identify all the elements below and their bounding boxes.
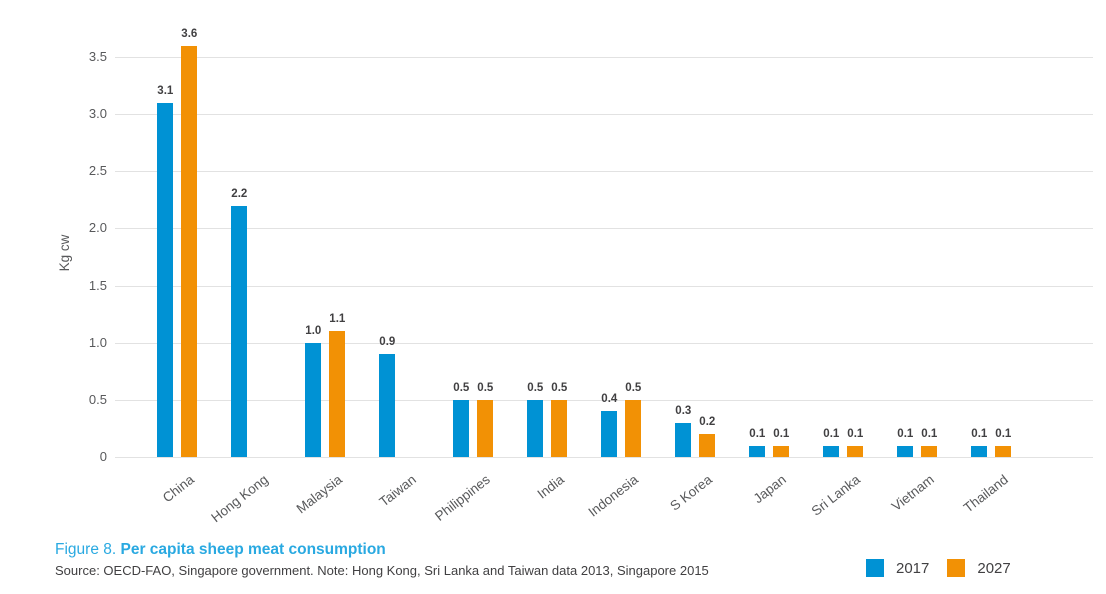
bar-2017-india bbox=[527, 399, 544, 457]
bar-value-label: 0.1 bbox=[921, 427, 938, 440]
bar-2017-taiwan bbox=[379, 354, 396, 457]
y-tick-label: 2.0 bbox=[88, 220, 107, 236]
bar-value-label: 0.5 bbox=[551, 381, 568, 394]
bar-2017-japan bbox=[749, 445, 766, 457]
bar-value-label: 0.5 bbox=[453, 381, 470, 394]
bar-2017-malaysia bbox=[305, 342, 322, 457]
bar-2027-vietnam bbox=[921, 445, 938, 457]
bar-2017-hong-kong bbox=[231, 205, 248, 457]
bar-value-label: 0.1 bbox=[773, 427, 790, 440]
bar-value-label: 0.4 bbox=[601, 393, 618, 406]
y-tick-label: 3.5 bbox=[88, 49, 107, 65]
legend-label: 2017 bbox=[896, 559, 930, 577]
bar-2027-s-korea bbox=[699, 434, 716, 457]
bar-2017-philippines bbox=[453, 399, 470, 457]
gridline bbox=[115, 57, 1093, 59]
bar-2027-india bbox=[551, 399, 568, 457]
gridline bbox=[115, 399, 1093, 401]
y-tick-label: 2.5 bbox=[88, 163, 107, 179]
figure-caption: Figure 8. Per capita sheep meat consumpt… bbox=[55, 540, 386, 559]
y-tick-label: 3.0 bbox=[88, 106, 107, 122]
figure-caption-title: Per capita sheep meat consumption bbox=[120, 541, 386, 558]
legend-item-2027: 2027 bbox=[947, 559, 1011, 577]
bar-value-label: 0.1 bbox=[847, 427, 864, 440]
gridline bbox=[115, 171, 1093, 173]
bar-value-label: 2.2 bbox=[231, 187, 248, 200]
gridline bbox=[115, 457, 1093, 458]
legend-swatch-2017 bbox=[866, 559, 884, 577]
bar-value-label: 1.1 bbox=[329, 313, 346, 326]
bar-value-label: 3.1 bbox=[157, 84, 174, 97]
bar-2017-sri-lanka bbox=[823, 445, 840, 457]
bar-value-label: 1.0 bbox=[305, 324, 322, 337]
bar-value-label: 0.1 bbox=[823, 427, 840, 440]
bar-2027-thailand bbox=[995, 445, 1012, 457]
bar-value-label: 0.1 bbox=[995, 427, 1012, 440]
gridline bbox=[115, 285, 1093, 287]
bar-2017-china bbox=[157, 102, 174, 457]
bar-value-label: 0.9 bbox=[379, 336, 396, 349]
legend-label: 2027 bbox=[977, 559, 1011, 577]
bar-value-label: 0.5 bbox=[625, 381, 642, 394]
bar-value-label: 0.5 bbox=[477, 381, 494, 394]
bar-value-label: 0.1 bbox=[971, 427, 988, 440]
bar-value-label: 0.1 bbox=[897, 427, 914, 440]
bar-2017-indonesia bbox=[601, 411, 618, 457]
gridline bbox=[115, 114, 1093, 116]
bar-2027-japan bbox=[773, 445, 790, 457]
y-tick-label: 1.0 bbox=[88, 334, 107, 350]
bar-value-label: 0.1 bbox=[749, 427, 766, 440]
bar-2017-thailand bbox=[971, 445, 988, 457]
source-note: Source: OECD-FAO, Singapore government. … bbox=[55, 563, 709, 578]
y-tick-label: 0.5 bbox=[88, 391, 107, 407]
bar-2027-china bbox=[181, 45, 198, 457]
bar-value-label: 0.3 bbox=[675, 404, 692, 417]
legend-item-2017: 2017 bbox=[866, 559, 929, 577]
y-tick-label: 1.5 bbox=[88, 277, 107, 293]
bar-2027-malaysia bbox=[329, 331, 346, 457]
gridline bbox=[115, 228, 1093, 230]
bar-2017-s-korea bbox=[675, 422, 692, 457]
legend-swatch-2027 bbox=[947, 559, 966, 577]
y-tick-label: 0 bbox=[99, 449, 107, 464]
gridline bbox=[115, 342, 1093, 344]
bar-2027-philippines bbox=[477, 399, 494, 457]
bar-value-label: 0.5 bbox=[527, 381, 544, 394]
bar-2027-sri-lanka bbox=[847, 445, 864, 457]
bar-2017-vietnam bbox=[897, 445, 914, 457]
bar-2027-indonesia bbox=[625, 399, 642, 457]
figure-caption-prefix: Figure 8. bbox=[55, 541, 117, 558]
y-axis-title: Kg cw bbox=[57, 234, 72, 272]
legend: 2017 2027 bbox=[866, 559, 1011, 577]
bar-value-label: 3.6 bbox=[181, 27, 198, 40]
bar-value-label: 0.2 bbox=[699, 416, 716, 429]
